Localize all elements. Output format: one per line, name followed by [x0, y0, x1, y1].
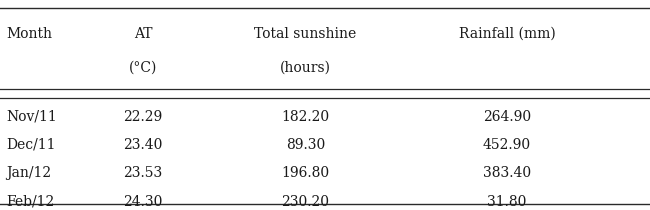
Text: 24.30: 24.30 [124, 195, 162, 209]
Text: 230.20: 230.20 [281, 195, 330, 209]
Text: (hours): (hours) [280, 60, 331, 74]
Text: Total sunshine: Total sunshine [254, 27, 357, 41]
Text: AT: AT [134, 27, 152, 41]
Text: 452.90: 452.90 [483, 138, 531, 152]
Text: 23.40: 23.40 [124, 138, 162, 152]
Text: 22.29: 22.29 [124, 110, 162, 123]
Text: 31.80: 31.80 [488, 195, 526, 209]
Text: Month: Month [6, 27, 53, 41]
Text: Nov/11: Nov/11 [6, 110, 57, 123]
Text: 264.90: 264.90 [483, 110, 531, 123]
Text: Feb/12: Feb/12 [6, 195, 55, 209]
Text: Jan/12: Jan/12 [6, 166, 51, 180]
Text: 89.30: 89.30 [286, 138, 325, 152]
Text: (°C): (°C) [129, 60, 157, 74]
Text: 196.80: 196.80 [281, 166, 330, 180]
Text: 23.53: 23.53 [124, 166, 162, 180]
Text: Dec/11: Dec/11 [6, 138, 56, 152]
Text: 383.40: 383.40 [483, 166, 531, 180]
Text: 182.20: 182.20 [281, 110, 330, 123]
Text: Rainfall (mm): Rainfall (mm) [459, 27, 555, 41]
